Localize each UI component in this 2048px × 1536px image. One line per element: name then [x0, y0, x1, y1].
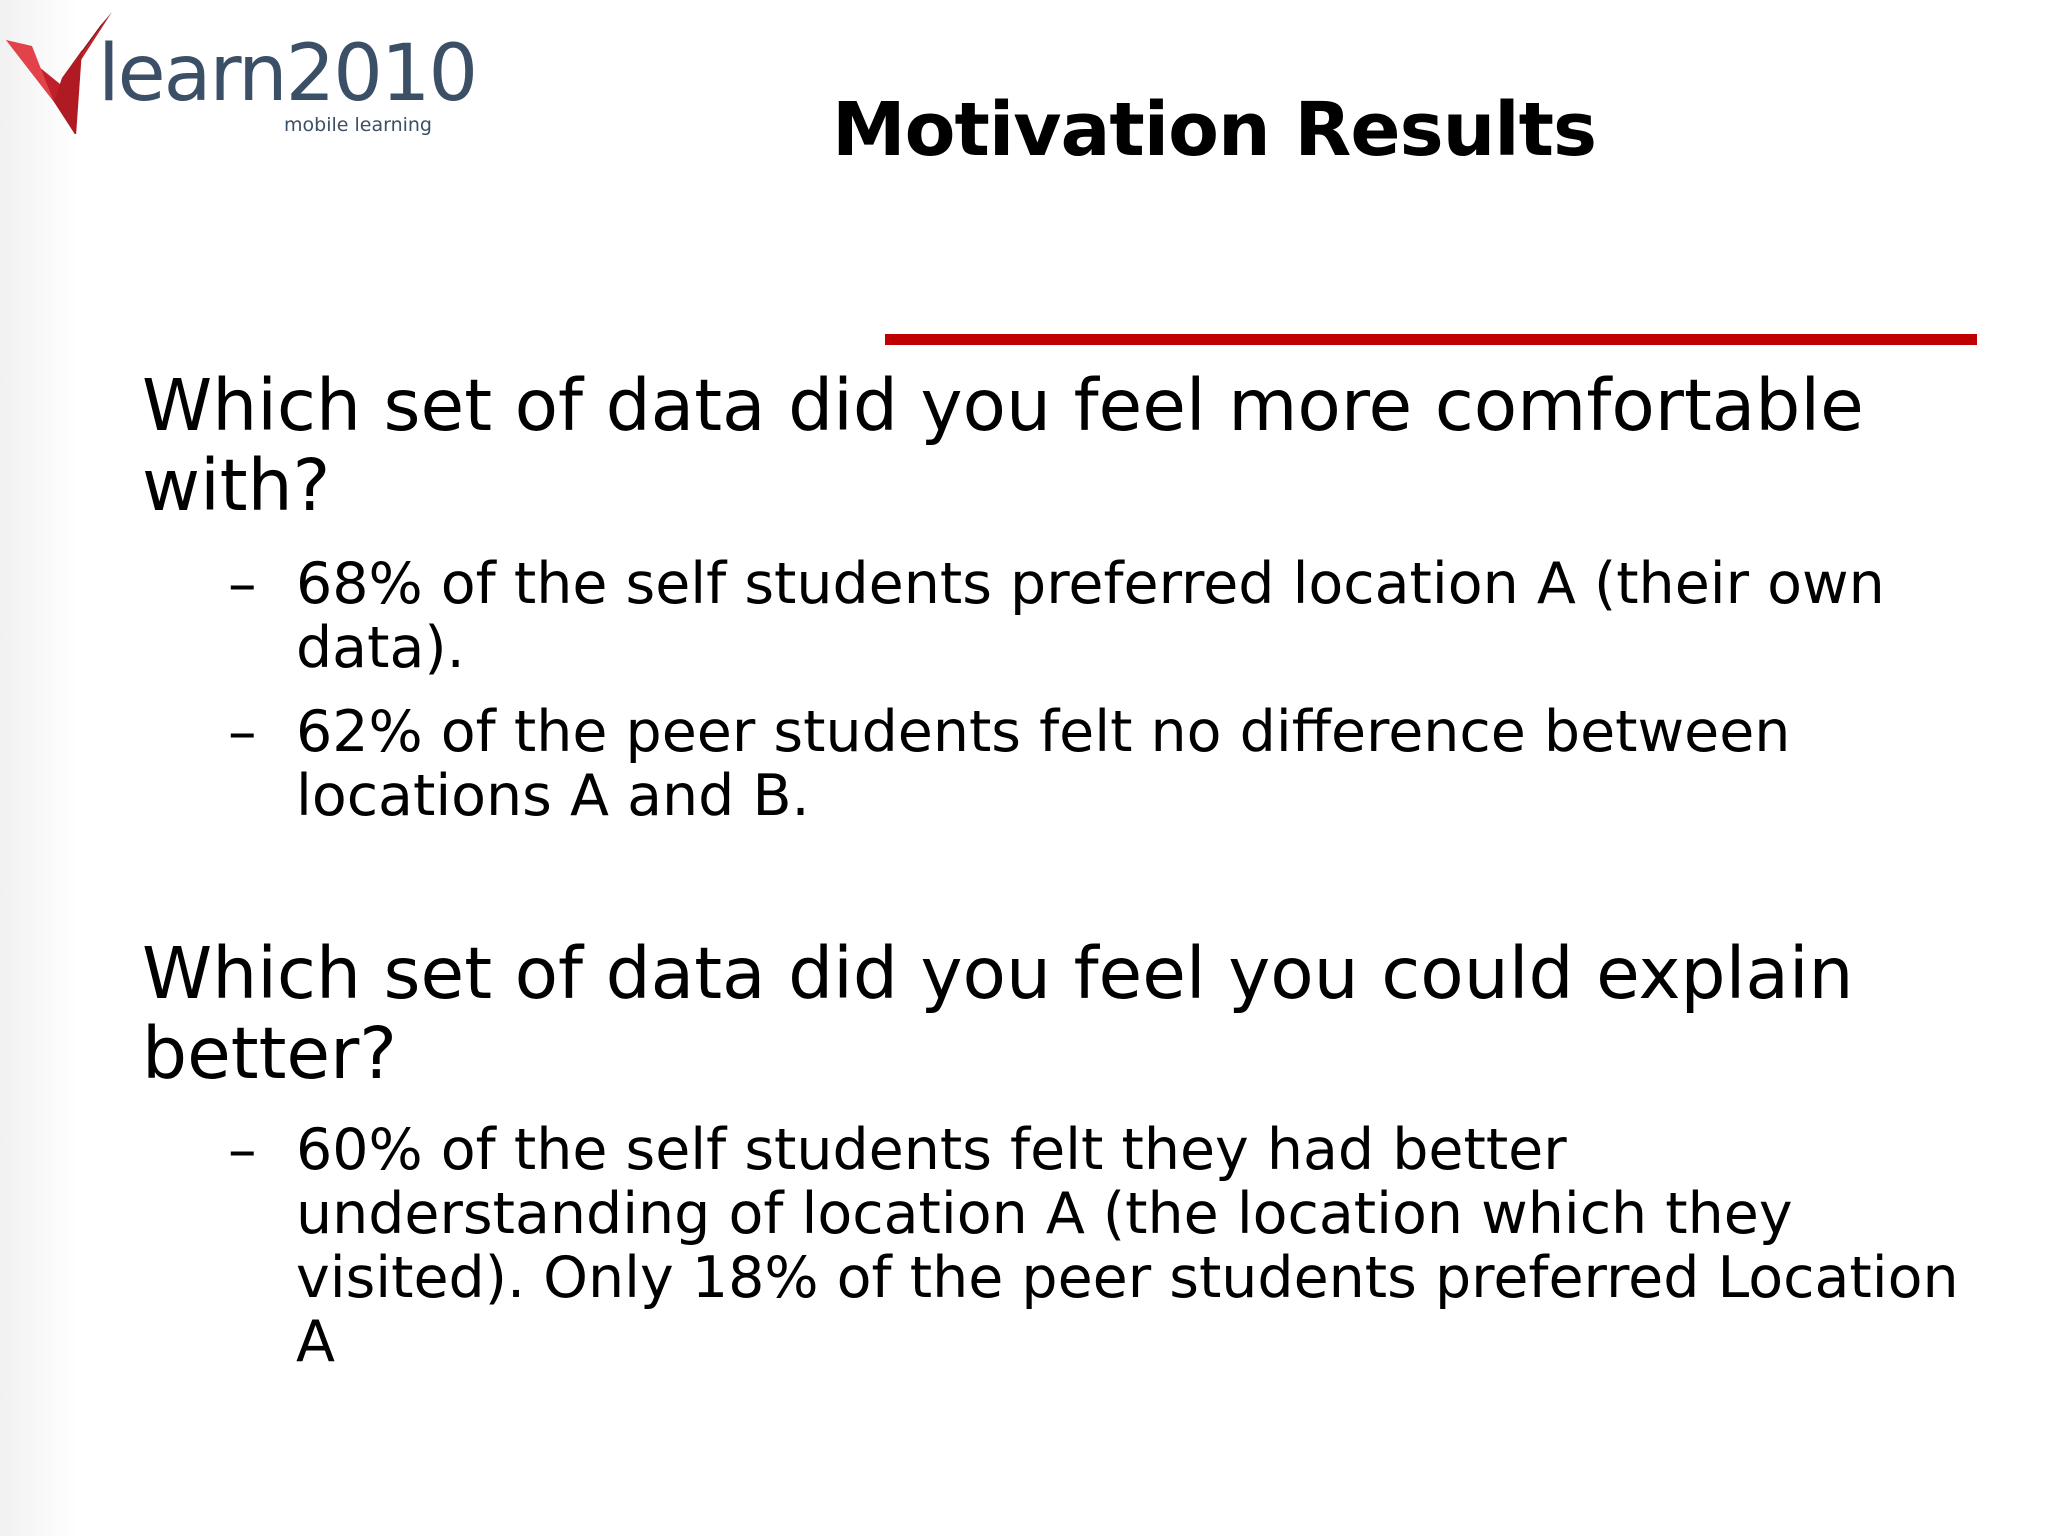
left-edge-shade	[0, 0, 78, 1536]
bullet-2-1: – 60% of the self students felt they had…	[228, 1118, 1968, 1374]
logo: learn2010 mobile learning	[0, 0, 478, 140]
bullet-dash: –	[228, 1117, 257, 1183]
bullet-dash: –	[228, 551, 257, 617]
bullet-text: 62% of the peer students felt no differe…	[296, 699, 1791, 829]
logo-mark-icon	[6, 12, 112, 134]
bullet-text: 68% of the self students preferred locat…	[296, 551, 1885, 681]
logo-tagline: mobile learning	[284, 114, 432, 136]
bullet-dash: –	[228, 699, 257, 765]
bullet-1-1: – 68% of the self students preferred loc…	[228, 552, 1968, 680]
question-1: Which set of data did you feel more comf…	[142, 364, 1864, 527]
title-underline	[885, 334, 1977, 345]
bullet-1-2: – 62% of the peer students felt no diffe…	[228, 700, 1968, 828]
logo-wordmark: learn2010	[98, 29, 478, 119]
bullet-text: 60% of the self students felt they had b…	[296, 1117, 1959, 1375]
question-2: Which set of data did you feel you could…	[142, 932, 1854, 1095]
slide-title: Motivation Results	[832, 87, 1597, 173]
